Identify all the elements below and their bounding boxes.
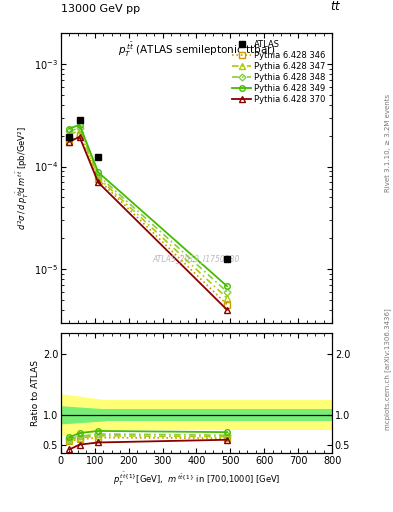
Legend: ATLAS, Pythia 6.428 346, Pythia 6.428 347, Pythia 6.428 348, Pythia 6.428 349, P: ATLAS, Pythia 6.428 346, Pythia 6.428 34… bbox=[230, 37, 328, 107]
Text: ATLAS_2019_I1750330: ATLAS_2019_I1750330 bbox=[153, 254, 240, 263]
Pythia 6.428 346 bbox=[77, 132, 82, 138]
Text: Rivet 3.1.10, ≥ 3.2M events: Rivet 3.1.10, ≥ 3.2M events bbox=[385, 94, 391, 193]
Line: Pythia 6.428 348: Pythia 6.428 348 bbox=[67, 125, 230, 294]
Pythia 6.428 348 bbox=[77, 124, 82, 131]
Line: Pythia 6.428 370: Pythia 6.428 370 bbox=[66, 134, 230, 312]
Pythia 6.428 347 bbox=[77, 127, 82, 134]
Line: Pythia 6.428 349: Pythia 6.428 349 bbox=[66, 122, 230, 289]
Pythia 6.428 370 bbox=[67, 139, 72, 145]
Pythia 6.428 349 bbox=[96, 169, 101, 175]
Pythia 6.428 346 bbox=[67, 139, 72, 145]
Line: Pythia 6.428 347: Pythia 6.428 347 bbox=[66, 127, 230, 301]
Pythia 6.428 347 bbox=[67, 132, 72, 138]
ATLAS bbox=[225, 256, 230, 262]
Text: mcplots.cern.ch [arXiv:1306.3436]: mcplots.cern.ch [arXiv:1306.3436] bbox=[384, 308, 391, 430]
Pythia 6.428 346 bbox=[96, 176, 101, 182]
Pythia 6.428 349 bbox=[67, 125, 72, 132]
Pythia 6.428 346 bbox=[225, 302, 230, 308]
Pythia 6.428 347 bbox=[225, 295, 230, 301]
Pythia 6.428 348 bbox=[67, 129, 72, 135]
Pythia 6.428 370 bbox=[225, 307, 230, 313]
Y-axis label: $d^2\sigma\,/\,d\,p_T^{\,t\bar{t}}\!d\,m^{\,t\bar{t}}$ [pb/GeV$^2$]: $d^2\sigma\,/\,d\,p_T^{\,t\bar{t}}\!d\,m… bbox=[15, 126, 31, 230]
ATLAS bbox=[67, 134, 72, 140]
ATLAS bbox=[96, 154, 101, 160]
Pythia 6.428 348 bbox=[225, 289, 230, 295]
X-axis label: $p_T^{\,t\bar{t}\{1\}}$[GeV],  $m^{\,t\bar{t}\{1\}}$ in [700,1000] [GeV]: $p_T^{\,t\bar{t}\{1\}}$[GeV], $m^{\,t\ba… bbox=[113, 470, 280, 487]
Y-axis label: Ratio to ATLAS: Ratio to ATLAS bbox=[31, 360, 40, 426]
Text: 13000 GeV pp: 13000 GeV pp bbox=[61, 4, 140, 14]
ATLAS bbox=[77, 117, 82, 123]
Line: Pythia 6.428 346: Pythia 6.428 346 bbox=[66, 132, 230, 307]
Line: ATLAS: ATLAS bbox=[66, 117, 230, 263]
Pythia 6.428 348 bbox=[96, 173, 101, 179]
Pythia 6.428 370 bbox=[96, 179, 101, 185]
Pythia 6.428 347 bbox=[96, 175, 101, 181]
Pythia 6.428 349 bbox=[225, 283, 230, 289]
Pythia 6.428 349 bbox=[77, 122, 82, 128]
Text: $p_T^{\,t\bar{t}}$ (ATLAS semileptonic ttbar): $p_T^{\,t\bar{t}}$ (ATLAS semileptonic t… bbox=[118, 40, 275, 59]
Pythia 6.428 370 bbox=[77, 134, 82, 140]
Text: $t\bar{t}$: $t\bar{t}$ bbox=[331, 0, 342, 14]
